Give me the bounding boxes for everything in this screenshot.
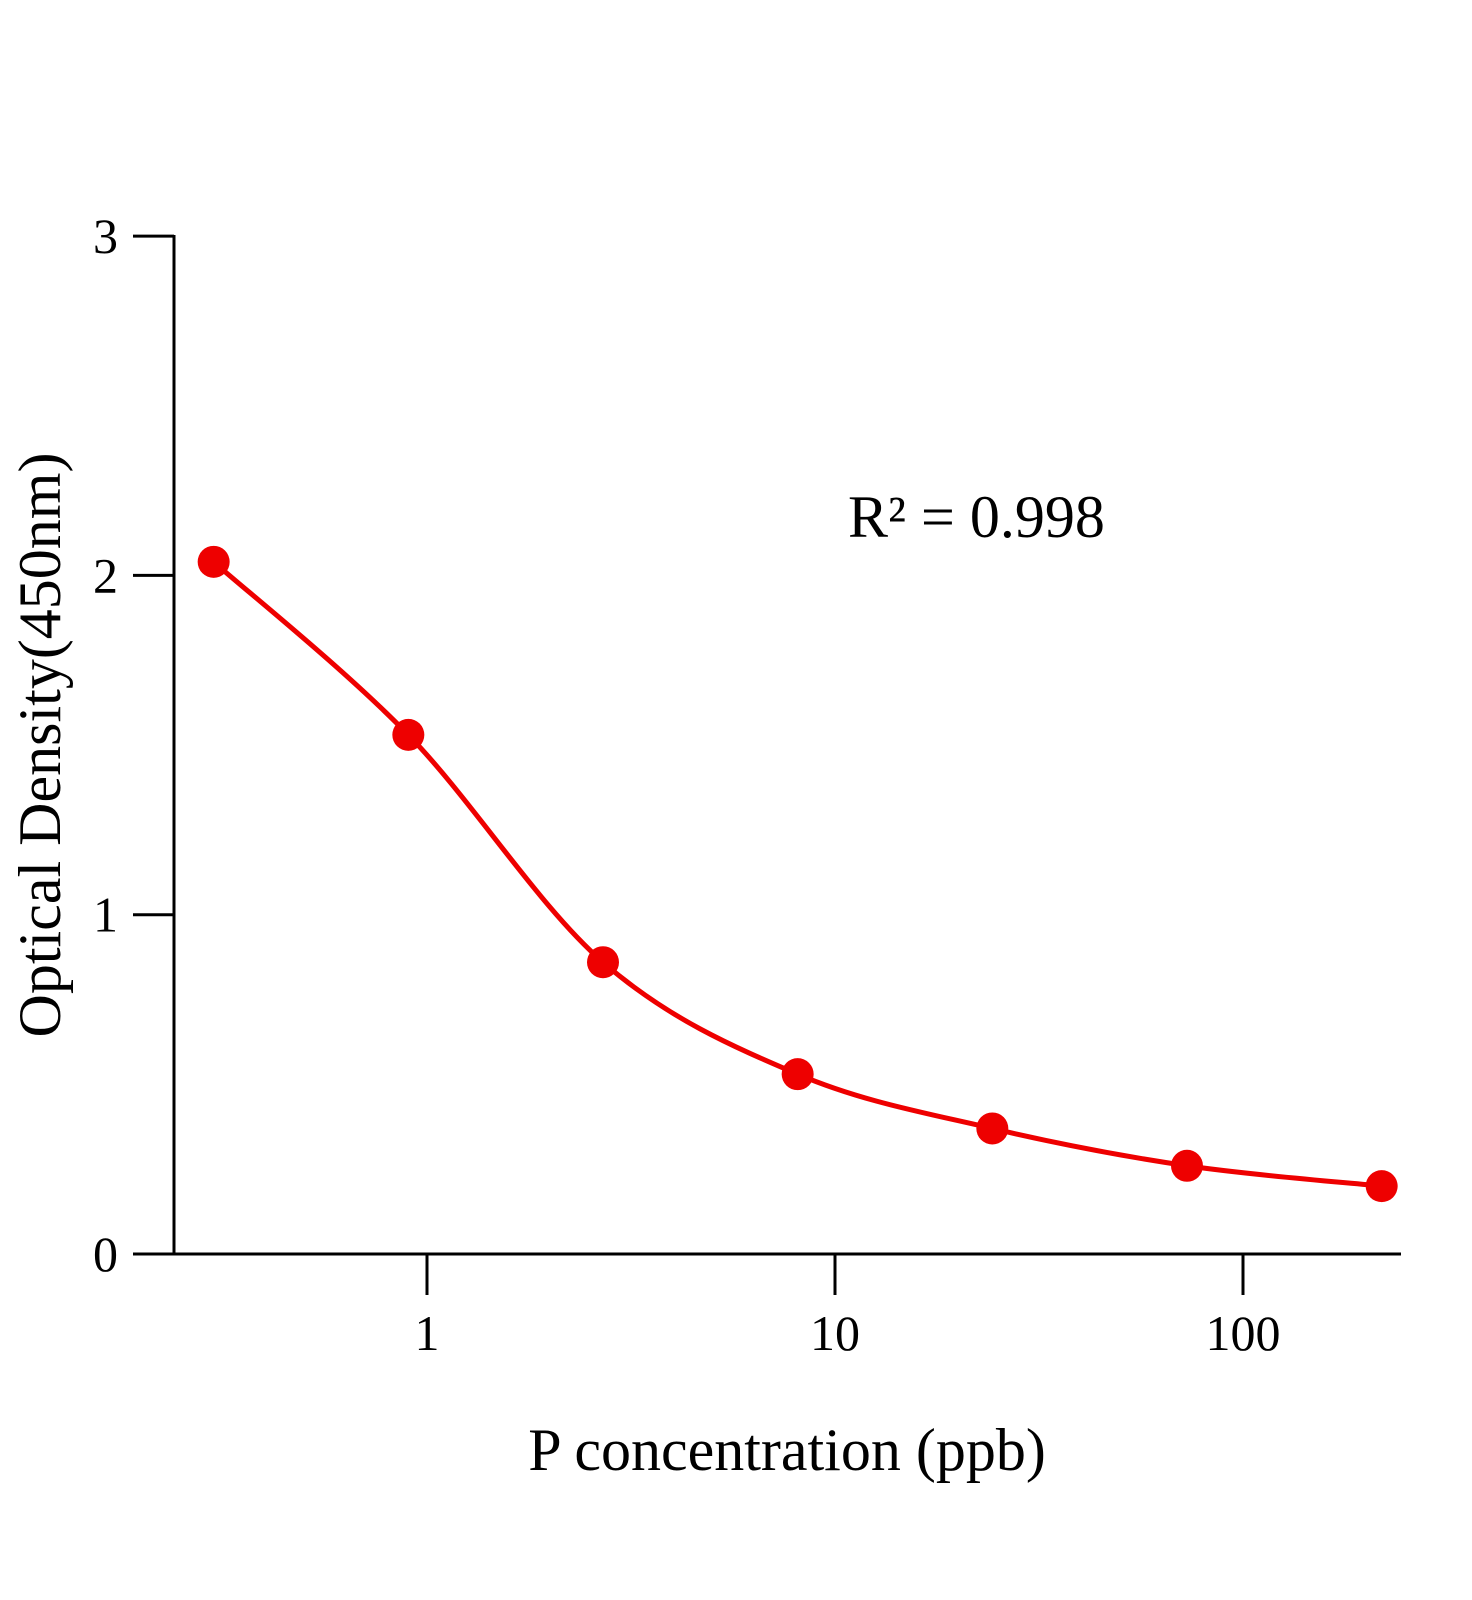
y-tick-label: 3 bbox=[93, 208, 118, 264]
x-axis-title: P concentration (ppb) bbox=[528, 1417, 1046, 1483]
data-point bbox=[392, 718, 425, 751]
x-tick-label: 100 bbox=[1206, 1305, 1281, 1361]
fit-curve bbox=[212, 559, 1382, 1189]
x-tick-label: 1 bbox=[415, 1305, 440, 1361]
data-point bbox=[197, 545, 230, 578]
data-point bbox=[976, 1112, 1009, 1145]
y-tick-label: 1 bbox=[93, 887, 118, 943]
data-point bbox=[781, 1058, 814, 1091]
annotation-r-squared: R² = 0.998 bbox=[848, 484, 1105, 550]
y-tick-label: 0 bbox=[93, 1226, 118, 1282]
x-tick-label: 10 bbox=[810, 1305, 860, 1361]
data-point bbox=[1365, 1170, 1398, 1203]
data-point bbox=[586, 946, 619, 979]
y-axis-title: Optical Density(450nm) bbox=[7, 453, 73, 1038]
data-point bbox=[1170, 1149, 1203, 1182]
y-tick-label: 2 bbox=[93, 547, 118, 603]
